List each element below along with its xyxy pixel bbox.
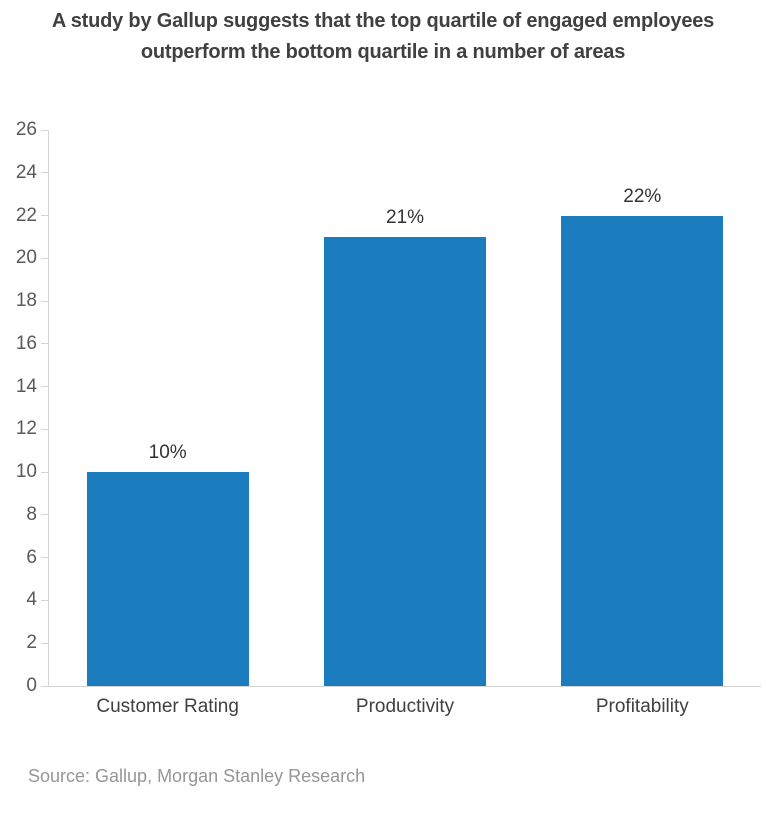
bars-row: 10% Customer Rating 21% Productivity 22% Prof… — [49, 130, 761, 717]
y-tick-mark — [41, 599, 48, 601]
y-tick-mark — [41, 428, 48, 430]
y-tick-label: 18 — [15, 290, 37, 312]
chart-title-line-1: A study by Gallup suggests that the top … — [51, 10, 715, 32]
y-tick-label: 6 — [26, 546, 37, 568]
y-tick-label: 22 — [15, 204, 37, 226]
x-category-label-customer-rating: Customer Rating — [96, 696, 239, 717]
y-tick-mark — [41, 300, 48, 302]
x-category-label-productivity: Productivity — [355, 696, 455, 717]
y-tick-label: 16 — [15, 332, 37, 354]
chart-title-line-2: outperform the bottom quartile in a numb… — [140, 41, 626, 63]
y-tick-mark — [41, 557, 48, 559]
plot-area: 10% Customer Rating 21% Productivity 22% Prof… — [16, 120, 761, 717]
bar-slot-productivity: 21% Productivity — [286, 130, 523, 717]
x-category-label-profitability: Profitability — [595, 696, 689, 717]
y-tick-label: 24 — [15, 161, 37, 183]
y-tick-label: 14 — [15, 375, 37, 397]
y-tick-label: 12 — [15, 418, 37, 440]
bar-slot-customer-rating: 10% Customer Rating — [49, 130, 286, 717]
y-tick-mark — [41, 257, 48, 259]
bar-value-label-profitability: 22% — [623, 185, 662, 207]
y-tick-label: 2 — [26, 632, 37, 654]
y-tick-mark — [41, 215, 48, 217]
y-tick-mark — [41, 386, 48, 388]
y-tick-mark — [41, 642, 48, 644]
y-tick-label: 0 — [26, 675, 37, 696]
chart-title: A study by Gallup suggests that the top … — [0, 6, 766, 68]
bar-productivity — [323, 236, 486, 686]
y-tick-mark — [41, 172, 48, 174]
bar-slot-profitability: 22% Profitability — [524, 130, 761, 717]
y-tick-label: 20 — [15, 247, 37, 269]
source-note: Source: Gallup, Morgan Stanley Research — [28, 766, 366, 786]
y-tick-label: 4 — [26, 589, 37, 611]
bar-profitability — [561, 215, 724, 686]
y-tick-mark — [41, 343, 48, 345]
bar-value-label-productivity: 21% — [385, 206, 424, 228]
y-tick-mark — [41, 129, 48, 131]
y-tick-mark — [41, 685, 48, 687]
y-tick-label: 8 — [26, 503, 37, 525]
y-tick-label: 26 — [15, 119, 37, 140]
bar-customer-rating — [86, 472, 249, 686]
y-tick-label: 10 — [15, 461, 37, 483]
y-tick-mark — [41, 514, 48, 516]
y-tick-mark — [41, 471, 48, 473]
bar-value-label-customer-rating: 10% — [148, 442, 187, 464]
